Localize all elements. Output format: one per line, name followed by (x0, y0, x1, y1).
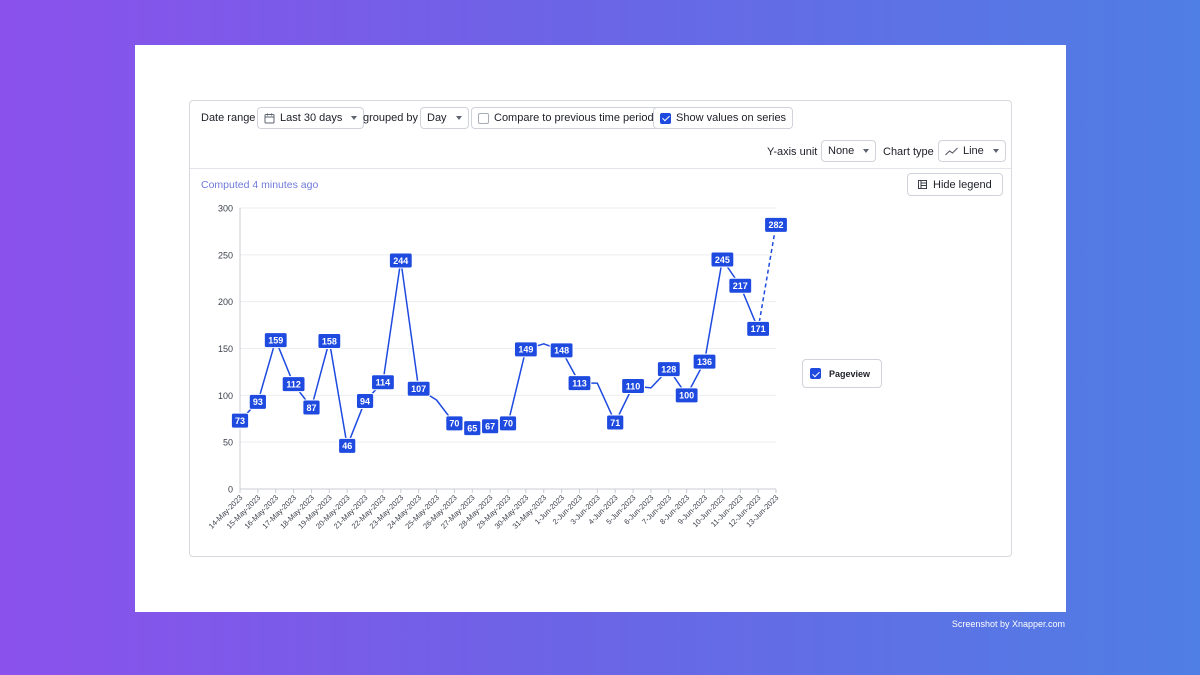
chart-type-select[interactable]: Line (938, 140, 1006, 162)
date-range-label: Date range (201, 112, 256, 124)
value-label-bg (230, 412, 250, 429)
compare-checkbox[interactable] (478, 112, 489, 124)
legend-item-pageview[interactable]: Pageview (802, 359, 882, 388)
value-label-bg (355, 392, 375, 409)
value-label-bg (317, 333, 342, 350)
value-label-bg (281, 376, 306, 393)
value-label: 282 (768, 220, 783, 230)
series-line-pageview-incomplete (757, 224, 777, 329)
show-values-toggle[interactable]: Show values on series (653, 107, 794, 129)
chevron-down-icon (455, 116, 462, 120)
value-label: 107 (411, 384, 426, 394)
value-label: 217 (733, 281, 748, 291)
value-label-bg (445, 415, 464, 432)
insight-card: Date range Last 30 days grouped by Day C… (189, 100, 1012, 557)
interval-value: Day (427, 112, 447, 124)
insight-toolbar: Date range Last 30 days grouped by Day C… (190, 101, 1011, 169)
value-label: 94 (360, 396, 370, 406)
date-range-select[interactable]: Last 30 days (257, 107, 365, 129)
value-label-bg (463, 420, 482, 437)
chart-type-value: Line (963, 145, 984, 157)
calendar-icon (264, 113, 275, 123)
interval-select[interactable]: Day (420, 107, 469, 129)
y-tick-label: 100 (218, 391, 233, 401)
value-label: 73 (235, 416, 245, 426)
y-tick-label: 50 (223, 438, 233, 448)
value-label-bg (567, 375, 592, 392)
y-axis-unit-value: None (828, 145, 855, 157)
watermark-credit: Screenshot by Xnapper.com (951, 619, 1065, 629)
value-label: 136 (697, 357, 712, 367)
value-label-bg (248, 393, 267, 410)
value-label: 148 (554, 346, 569, 356)
hide-legend-button[interactable]: Hide legend (907, 173, 1003, 196)
y-tick-label: 0 (228, 485, 233, 495)
value-label: 245 (715, 255, 730, 265)
value-label-bg (692, 353, 717, 370)
date-range-value: Last 30 days (280, 112, 343, 124)
value-label-bg (656, 361, 681, 378)
legend-checkbox[interactable] (810, 368, 821, 379)
value-label-bg (406, 380, 431, 397)
hide-legend-label: Hide legend (933, 178, 992, 191)
value-label-bg (498, 415, 518, 432)
value-label-bg (388, 252, 413, 269)
value-label: 46 (342, 441, 352, 451)
value-label: 158 (322, 336, 337, 346)
value-label: 71 (610, 418, 620, 428)
value-label: 159 (268, 335, 283, 345)
screenshot-frame: Date range Last 30 days grouped by Day C… (135, 45, 1066, 612)
y-tick-label: 200 (218, 297, 233, 307)
line-chart: 05010015020025030014-May-202315-May-2023… (207, 204, 788, 531)
chevron-down-icon (863, 149, 870, 153)
chevron-down-icon (351, 116, 358, 120)
legend-series-name: Pageview (829, 368, 871, 379)
value-label: 70 (449, 419, 459, 429)
value-label-bg (338, 437, 357, 454)
value-label-bg (710, 251, 735, 268)
y-axis-unit-select[interactable]: None (821, 140, 877, 162)
show-values-label: Show values on series (676, 112, 787, 124)
compare-label: Compare to previous time period (494, 112, 654, 124)
value-label-bg (746, 320, 771, 337)
value-label: 110 (626, 381, 641, 391)
computed-timestamp: Computed 4 minutes ago (201, 179, 319, 191)
value-label: 171 (751, 324, 766, 334)
y-tick-label: 250 (218, 250, 233, 260)
value-label: 93 (253, 397, 263, 407)
value-label: 114 (376, 378, 391, 388)
value-label-bg (674, 387, 699, 404)
chevron-down-icon (992, 149, 999, 153)
value-label: 244 (393, 256, 408, 266)
value-label: 128 (661, 364, 676, 374)
show-values-checkbox[interactable] (660, 112, 671, 124)
value-label-bg (764, 216, 788, 233)
y-tick-label: 300 (218, 204, 233, 214)
value-label: 70 (503, 419, 513, 429)
grouped-by-label: grouped by (363, 112, 419, 124)
value-label-bg (728, 277, 753, 294)
value-label-bg (481, 418, 500, 435)
y-axis-unit-label: Y-axis unit (767, 146, 818, 158)
value-label: 113 (572, 378, 587, 388)
value-label-bg (263, 332, 288, 349)
value-label: 100 (679, 391, 694, 401)
value-label-bg (621, 377, 645, 394)
value-label-bg (302, 399, 321, 416)
line-chart-icon (945, 147, 958, 155)
value-label: 149 (518, 345, 533, 355)
value-label: 112 (286, 379, 301, 389)
chart-type-label: Chart type (883, 146, 934, 158)
value-label-bg (371, 374, 395, 391)
legend-icon (918, 180, 927, 189)
value-label-bg (549, 342, 574, 359)
value-label: 87 (306, 403, 316, 413)
value-label: 67 (485, 422, 495, 432)
y-tick-label: 150 (218, 344, 233, 354)
value-label: 65 (467, 423, 477, 433)
compare-toggle[interactable]: Compare to previous time period (471, 107, 661, 129)
value-label-bg (513, 341, 538, 358)
value-label-bg (606, 414, 625, 431)
